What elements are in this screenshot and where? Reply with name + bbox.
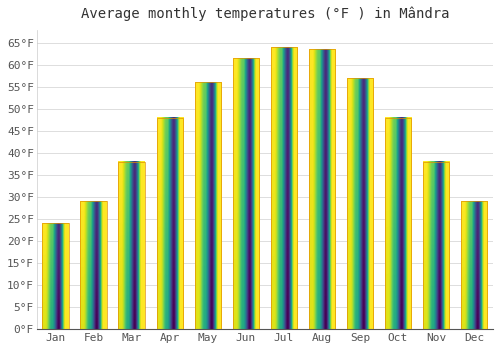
Bar — [232, 58, 259, 329]
Bar — [346, 78, 374, 329]
Bar — [80, 201, 107, 329]
Bar — [156, 118, 183, 329]
Bar — [422, 162, 450, 329]
Bar — [270, 47, 297, 329]
Bar — [460, 201, 487, 329]
Bar — [118, 162, 145, 329]
Bar — [194, 82, 221, 329]
Title: Average monthly temperatures (°F ) in Mândra: Average monthly temperatures (°F ) in Mâ… — [80, 7, 449, 21]
Bar — [42, 223, 69, 329]
Bar — [308, 49, 335, 329]
Bar — [384, 118, 411, 329]
